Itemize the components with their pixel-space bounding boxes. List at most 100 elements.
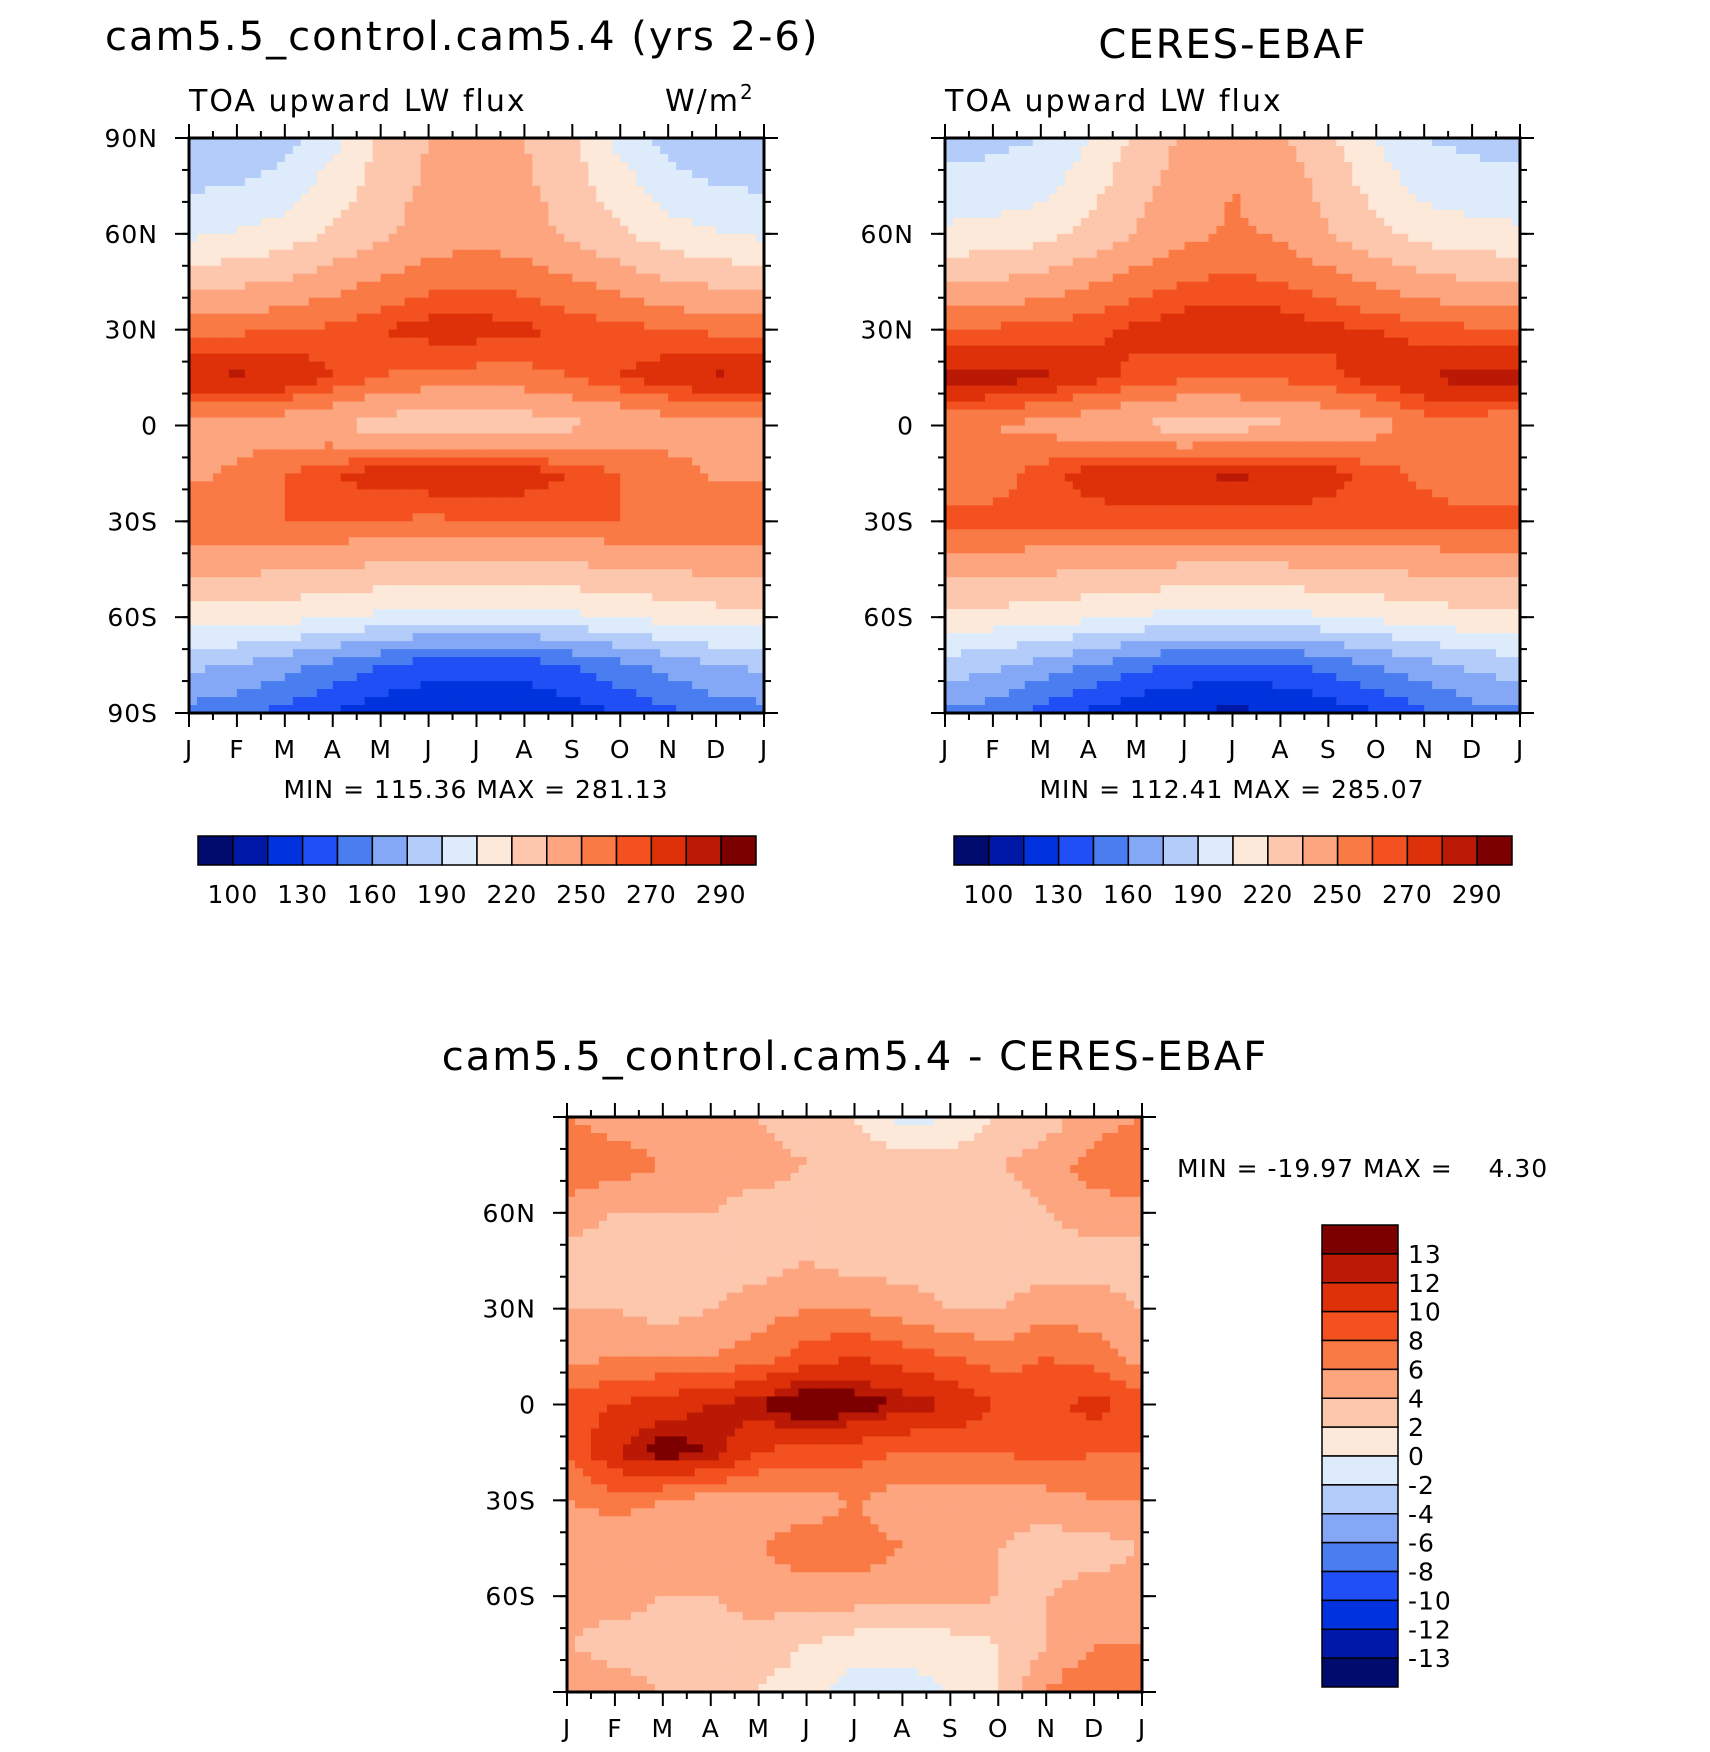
- field-cell: [668, 345, 677, 355]
- field-cell: [708, 209, 717, 219]
- field-cell: [652, 545, 661, 554]
- field-cell: [740, 425, 749, 435]
- field-cell: [580, 417, 589, 427]
- field-cell: [604, 657, 613, 666]
- field-cell: [612, 417, 621, 427]
- field-cell: [324, 169, 334, 179]
- field-cell: [548, 313, 557, 323]
- field-cell: [668, 393, 677, 403]
- field-cell: [708, 641, 717, 650]
- field-cell: [588, 577, 597, 586]
- field-cell: [492, 289, 502, 299]
- field-cell: [372, 201, 382, 211]
- field-cell: [500, 465, 510, 475]
- field-cell: [508, 273, 518, 283]
- field-cell: [716, 273, 725, 283]
- field-cell: [668, 601, 677, 610]
- field-cell: [324, 441, 334, 451]
- field-cell: [372, 233, 382, 243]
- field-cell: [348, 161, 358, 171]
- field-cell: [628, 609, 637, 618]
- field-cell: [564, 345, 573, 355]
- field-cell: [252, 361, 262, 371]
- field-cell: [524, 529, 534, 538]
- field-cell: [252, 145, 262, 155]
- field-cell: [532, 177, 541, 187]
- field-cell: [572, 585, 581, 594]
- field-cell: [252, 265, 262, 275]
- field-cell: [508, 497, 518, 506]
- field-cell: [420, 153, 430, 163]
- field-cell: [220, 289, 230, 299]
- field-cell: [548, 305, 557, 315]
- field-cell: [540, 138, 549, 147]
- field-cell: [684, 217, 693, 227]
- field-cell: [716, 673, 725, 682]
- field-cell: [380, 257, 390, 267]
- field-cell: [588, 521, 597, 530]
- field-cell: [652, 681, 661, 690]
- field-cell: [308, 249, 318, 259]
- field-cell: [332, 593, 342, 602]
- field-cell: [412, 489, 422, 498]
- field-cell: [540, 281, 549, 291]
- field-cell: [644, 233, 653, 243]
- field-cell: [372, 193, 382, 203]
- field-cell: [676, 273, 685, 283]
- field-cell: [740, 369, 749, 379]
- field-cell: [548, 641, 557, 650]
- field-cell: [332, 521, 342, 530]
- field-cell: [404, 617, 414, 626]
- field-cell: [644, 441, 653, 451]
- field-cell: [636, 577, 645, 586]
- field-cell: [189, 625, 198, 634]
- field-cell: [356, 369, 366, 379]
- field-cell: [628, 337, 637, 347]
- field-cell: [324, 297, 334, 307]
- field-cell: [236, 513, 246, 522]
- field-cell: [420, 217, 430, 227]
- field-cell: [236, 585, 246, 594]
- field-cell: [612, 401, 621, 411]
- field-cell: [428, 393, 438, 403]
- field-cell: [189, 201, 198, 211]
- field-cell: [212, 529, 222, 538]
- field-cell: [196, 233, 206, 243]
- field-cell: [468, 225, 478, 235]
- field-cell: [516, 681, 526, 690]
- field-cell: [340, 545, 350, 554]
- field-cell: [284, 473, 294, 483]
- field-cell: [196, 617, 206, 626]
- field-cell: [428, 401, 438, 411]
- field-cell: [212, 305, 222, 315]
- field-cell: [444, 305, 454, 315]
- field-cell: [660, 401, 669, 411]
- field-cell: [204, 681, 214, 690]
- field-cell: [260, 577, 270, 586]
- field-cell: [660, 457, 669, 467]
- field-cell: [604, 209, 613, 219]
- field-cell: [332, 145, 342, 155]
- field-cell: [260, 393, 270, 403]
- field-cell: [452, 609, 462, 618]
- field-cell: [308, 529, 318, 538]
- field-cell: [596, 641, 605, 650]
- field-cell: [620, 265, 629, 275]
- field-cell: [668, 561, 677, 570]
- field-cell: [236, 193, 246, 203]
- field-cell: [548, 681, 557, 690]
- field-cell: [516, 593, 526, 602]
- field-cell: [668, 617, 677, 626]
- field-cell: [604, 665, 613, 674]
- field-cell: [276, 385, 286, 395]
- field-cell: [676, 145, 685, 155]
- field-cell: [356, 569, 366, 578]
- field-cell: [204, 609, 214, 618]
- field-cell: [452, 305, 462, 315]
- field-cell: [308, 673, 318, 682]
- field-cell: [644, 577, 653, 586]
- field-cell: [460, 609, 470, 618]
- field-cell: [476, 441, 486, 451]
- field-cell: [724, 673, 733, 682]
- field-cell: [316, 353, 326, 363]
